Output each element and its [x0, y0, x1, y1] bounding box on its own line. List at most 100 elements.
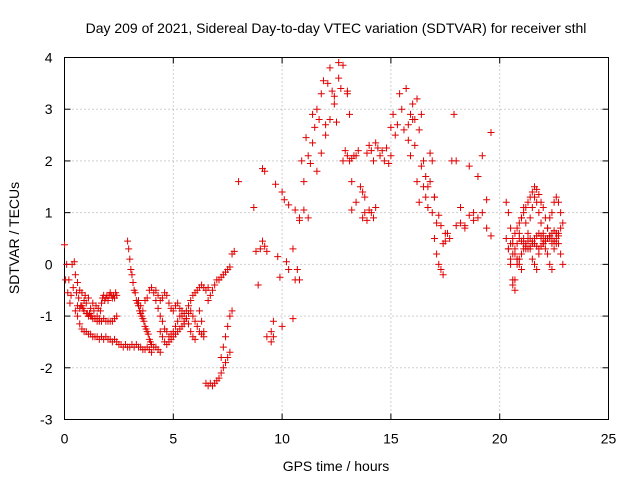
- data-point: [533, 185, 541, 193]
- data-point: [269, 333, 277, 341]
- data-point: [269, 317, 277, 325]
- data-point: [537, 219, 545, 227]
- data-point: [309, 139, 317, 147]
- plot-frame: [64, 57, 609, 420]
- data-point: [367, 147, 375, 155]
- data-point: [404, 136, 412, 144]
- data-point: [511, 286, 519, 294]
- data-point: [541, 214, 549, 222]
- data-point: [317, 90, 325, 98]
- data-point: [124, 237, 132, 245]
- x-tick-label: 25: [601, 431, 617, 447]
- data-point: [504, 245, 512, 253]
- x-tick-label: 15: [383, 431, 399, 447]
- y-tick-label: -2: [40, 360, 53, 376]
- data-point: [376, 152, 384, 160]
- data-point: [372, 139, 380, 147]
- data-point: [75, 294, 83, 302]
- data-point: [511, 229, 519, 237]
- data-point: [402, 85, 410, 93]
- data-point: [272, 180, 280, 188]
- data-point: [134, 297, 142, 305]
- data-point: [228, 307, 236, 315]
- data-point: [424, 203, 432, 211]
- data-point: [140, 317, 148, 325]
- data-point: [437, 222, 445, 230]
- data-point: [293, 266, 301, 274]
- data-point: [187, 297, 195, 305]
- data-point: [289, 315, 297, 323]
- data-point: [509, 250, 517, 258]
- data-point: [235, 178, 243, 186]
- data-point: [174, 317, 182, 325]
- data-point: [483, 196, 491, 204]
- data-point: [544, 224, 552, 232]
- data-point: [330, 100, 338, 108]
- data-point: [211, 281, 219, 289]
- data-point: [515, 219, 523, 227]
- data-point: [78, 302, 86, 310]
- data-point: [483, 224, 491, 232]
- data-point: [163, 328, 171, 336]
- data-point: [69, 284, 77, 292]
- data-point: [256, 245, 264, 253]
- data-point: [309, 110, 317, 118]
- data-point: [280, 196, 288, 204]
- data-point: [156, 312, 164, 320]
- data-point: [84, 294, 92, 302]
- data-point: [470, 209, 478, 217]
- data-point: [148, 284, 156, 292]
- data-point: [322, 121, 330, 129]
- data-point: [504, 209, 512, 217]
- y-tick-label: 1: [45, 205, 53, 221]
- data-point: [148, 341, 156, 349]
- data-point: [226, 263, 234, 271]
- data-point: [513, 224, 521, 232]
- data-point: [359, 214, 367, 222]
- data-point: [70, 258, 78, 266]
- data-point: [557, 224, 565, 232]
- data-point: [470, 216, 478, 224]
- data-point: [548, 209, 556, 217]
- data-point: [113, 312, 121, 320]
- data-point: [446, 235, 454, 242]
- data-point: [369, 157, 377, 165]
- data-point: [546, 260, 554, 268]
- data-point: [193, 322, 201, 330]
- y-tick-label: -3: [40, 412, 53, 428]
- data-point: [313, 105, 321, 113]
- data-point: [367, 209, 375, 217]
- data-point: [319, 77, 327, 85]
- data-point: [65, 276, 73, 284]
- data-point: [306, 160, 314, 168]
- data-point: [361, 193, 369, 201]
- data-point: [443, 229, 451, 237]
- data-point: [502, 198, 510, 206]
- data-point: [317, 149, 325, 157]
- data-point: [148, 348, 156, 356]
- data-point: [487, 232, 495, 240]
- data-point: [204, 284, 212, 292]
- data-point: [363, 149, 371, 157]
- data-point: [276, 273, 284, 281]
- data-point: [507, 224, 515, 232]
- data-point: [537, 198, 545, 206]
- data-point: [430, 235, 438, 242]
- data-point: [552, 193, 560, 201]
- data-point: [226, 348, 234, 356]
- data-point: [74, 278, 82, 286]
- data-point: [302, 134, 310, 142]
- data-point: [125, 245, 133, 253]
- data-point: [420, 183, 428, 191]
- data-point: [152, 286, 160, 294]
- data-point: [385, 160, 393, 168]
- data-point: [324, 79, 332, 87]
- data-point: [531, 260, 539, 268]
- data-point: [282, 258, 290, 266]
- data-point: [224, 322, 232, 330]
- data-point: [304, 214, 312, 222]
- data-point: [158, 317, 166, 325]
- data-point: [182, 315, 190, 323]
- data-point: [420, 157, 428, 165]
- data-point: [513, 260, 521, 268]
